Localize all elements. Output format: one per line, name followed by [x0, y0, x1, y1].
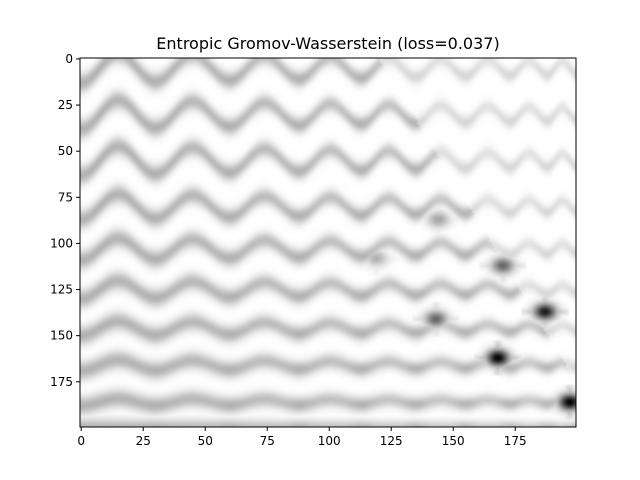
x-tick-label: 25	[136, 434, 151, 448]
y-tick-label: 50	[58, 144, 73, 158]
heatmap-raster	[80, 58, 576, 427]
y-tick-label: 0	[65, 52, 73, 66]
x-tick-label: 150	[442, 434, 465, 448]
x-tick-label: 75	[260, 434, 275, 448]
x-axis: 0 25 50 75 100 125 150 175	[77, 427, 527, 448]
x-tick-label: 175	[504, 434, 527, 448]
x-tick-label: 50	[198, 434, 213, 448]
plot-frame	[79, 57, 577, 428]
y-tick-label: 25	[58, 98, 73, 112]
y-tick-label: 125	[50, 283, 73, 297]
y-axis: 0 25 50 75 100 125 150 175	[50, 52, 80, 389]
y-tick-label: 100	[50, 236, 73, 250]
x-tick-label: 100	[318, 434, 341, 448]
y-tick-label: 175	[50, 375, 73, 389]
y-tick-label: 75	[58, 190, 73, 204]
y-tick-label: 150	[50, 329, 73, 343]
x-tick-label: 0	[77, 434, 85, 448]
heatmap-image	[80, 58, 576, 427]
x-tick-label: 125	[380, 434, 403, 448]
chart-title: Entropic Gromov-Wasserstein (loss=0.037)	[156, 34, 499, 53]
